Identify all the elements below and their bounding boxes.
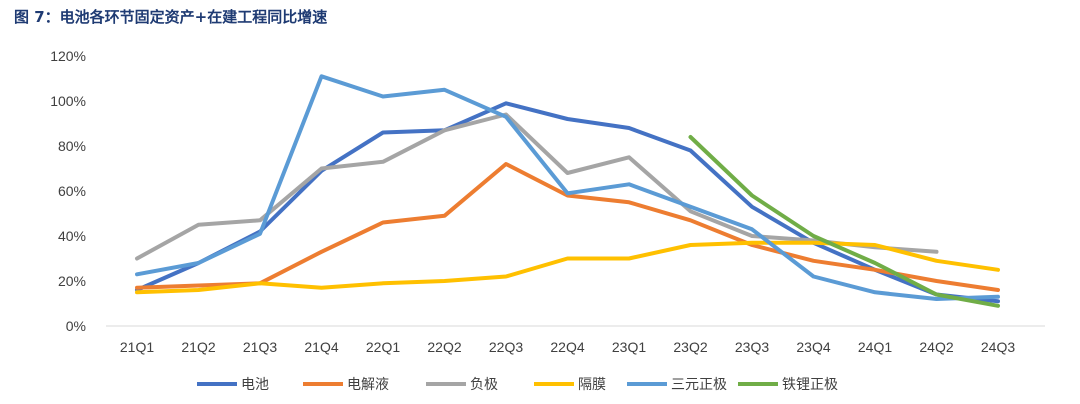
series-line-电解液 xyxy=(135,162,1000,292)
x-tick-label: 22Q2 xyxy=(427,339,461,355)
legend-label: 电解液 xyxy=(347,377,389,393)
x-tick-label: 24Q1 xyxy=(858,339,892,355)
x-tick-label: 21Q2 xyxy=(181,339,215,355)
legend-label: 电池 xyxy=(241,377,269,393)
x-tick-label: 24Q3 xyxy=(981,339,1015,355)
legend-label: 铁锂正极 xyxy=(782,377,838,393)
series-lines xyxy=(135,74,1000,308)
x-tick-label: 23Q4 xyxy=(796,339,830,355)
y-axis: 0% 20% 40% 60% 80% 100% 120% xyxy=(50,48,86,334)
x-tick-label: 22Q1 xyxy=(366,339,400,355)
legend-label: 隔膜 xyxy=(578,377,606,393)
legend: 电池 电解液 负极 隔膜 三元正极 铁锂正极 xyxy=(197,377,838,393)
x-tick-label: 21Q4 xyxy=(304,339,338,355)
y-tick-label: 0% xyxy=(66,318,86,334)
y-tick-label: 120% xyxy=(50,48,86,64)
y-tick-label: 20% xyxy=(58,273,86,289)
series-line-三元正极 xyxy=(135,74,1000,301)
x-tick-label: 23Q2 xyxy=(673,339,707,355)
x-tick-label: 22Q3 xyxy=(489,339,523,355)
series-line-隔膜 xyxy=(135,240,1000,295)
series-line-铁锂正极 xyxy=(688,135,1000,308)
legend-label: 负极 xyxy=(470,377,498,393)
x-axis: 21Q1 21Q2 21Q3 21Q4 22Q1 22Q2 22Q3 22Q4 23Q1 23Q2… xyxy=(106,325,1045,355)
y-tick-label: 100% xyxy=(50,93,86,109)
figure-title: 图 7：电池各环节固定资产+在建工程同比增速 xyxy=(14,8,328,26)
x-tick-label: 22Q4 xyxy=(550,339,584,355)
x-tick-label: 23Q1 xyxy=(612,339,646,355)
y-tick-label: 80% xyxy=(58,138,86,154)
legend-label: 三元正极 xyxy=(671,377,727,393)
x-tick-label: 24Q2 xyxy=(919,339,953,355)
x-tick-label: 23Q3 xyxy=(735,339,769,355)
y-tick-label: 40% xyxy=(58,228,86,244)
x-tick-label: 21Q1 xyxy=(120,339,154,355)
y-tick-label: 60% xyxy=(58,183,86,199)
x-tick-label: 21Q3 xyxy=(243,339,277,355)
series-line-电池 xyxy=(135,101,1000,304)
